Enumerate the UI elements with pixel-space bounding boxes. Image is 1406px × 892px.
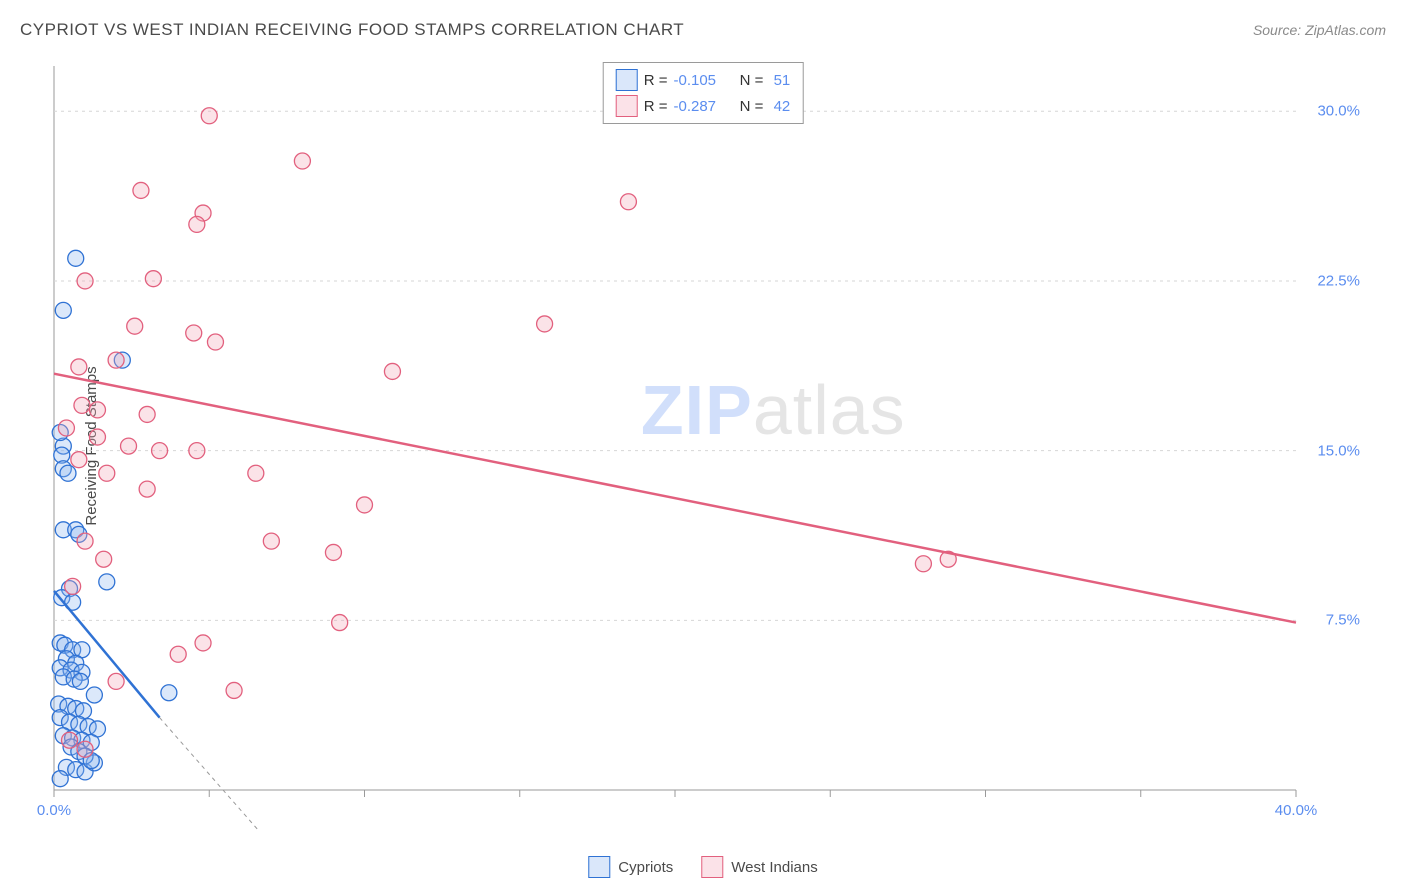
data-point [248, 465, 264, 481]
legend-series: Cypriots West Indians [588, 856, 817, 878]
chart-header: CYPRIOT VS WEST INDIAN RECEIVING FOOD ST… [20, 20, 1386, 40]
trend-line [54, 374, 1296, 623]
legend-row: R = -0.287 N = 42 [612, 93, 795, 119]
source-label: Source: ZipAtlas.com [1253, 22, 1386, 38]
legend-series-item: Cypriots [588, 856, 673, 878]
legend-swatch [616, 69, 638, 91]
trend-dash [160, 718, 303, 830]
legend-R-value: -0.105 [673, 72, 729, 89]
legend-correlation: R = -0.105 N = 51 R = -0.287 N = 42 [603, 62, 804, 124]
data-point [77, 273, 93, 289]
y-tick-label: 15.0% [1317, 442, 1360, 459]
data-point [74, 397, 90, 413]
legend-series-label: Cypriots [618, 859, 673, 876]
y-tick-label: 22.5% [1317, 272, 1360, 289]
legend-N-label: N = [735, 98, 763, 115]
data-point [357, 497, 373, 513]
legend-swatch [588, 856, 610, 878]
data-point [207, 334, 223, 350]
y-tick-label: 7.5% [1326, 612, 1360, 629]
legend-R-label: R = [644, 98, 668, 115]
data-point [58, 420, 74, 436]
data-point [139, 481, 155, 497]
data-point [99, 465, 115, 481]
data-point [52, 771, 68, 787]
legend-N-value: 42 [769, 98, 790, 115]
data-point [189, 443, 205, 459]
data-point [294, 153, 310, 169]
data-point [139, 406, 155, 422]
data-point [65, 578, 81, 594]
data-point [108, 673, 124, 689]
y-tick-label: 30.0% [1317, 103, 1360, 120]
legend-series-label: West Indians [731, 859, 817, 876]
data-point [60, 465, 76, 481]
legend-N-label: N = [735, 72, 763, 89]
data-point [86, 687, 102, 703]
data-point [620, 194, 636, 210]
data-point [186, 325, 202, 341]
data-point [71, 452, 87, 468]
data-point [89, 429, 105, 445]
data-point [325, 544, 341, 560]
data-point [99, 574, 115, 590]
data-point [152, 443, 168, 459]
data-point [145, 271, 161, 287]
data-point [170, 646, 186, 662]
data-point [263, 533, 279, 549]
data-point [332, 615, 348, 631]
data-point [121, 438, 137, 454]
legend-N-value: 51 [769, 72, 790, 89]
data-point [537, 316, 553, 332]
data-point [77, 741, 93, 757]
data-point [55, 302, 71, 318]
legend-swatch [701, 856, 723, 878]
data-point [72, 673, 88, 689]
legend-swatch [616, 95, 638, 117]
chart-title: CYPRIOT VS WEST INDIAN RECEIVING FOOD ST… [20, 20, 684, 40]
data-point [195, 635, 211, 651]
data-point [68, 250, 84, 266]
legend-row: R = -0.105 N = 51 [612, 67, 795, 93]
scatter-svg [48, 60, 1368, 830]
data-point [127, 318, 143, 334]
data-point [384, 363, 400, 379]
legend-R-value: -0.287 [673, 98, 729, 115]
data-point [71, 359, 87, 375]
data-point [201, 108, 217, 124]
data-point [226, 682, 242, 698]
legend-R-label: R = [644, 72, 668, 89]
data-point [108, 352, 124, 368]
data-point [133, 182, 149, 198]
data-point [96, 551, 112, 567]
data-point [189, 216, 205, 232]
plot-area [48, 60, 1368, 830]
legend-series-item: West Indians [701, 856, 817, 878]
x-tick-label: 40.0% [1275, 802, 1318, 819]
x-tick-label: 0.0% [37, 802, 71, 819]
data-point [77, 533, 93, 549]
data-point [915, 556, 931, 572]
data-point [161, 685, 177, 701]
data-point [62, 732, 78, 748]
data-point [89, 402, 105, 418]
